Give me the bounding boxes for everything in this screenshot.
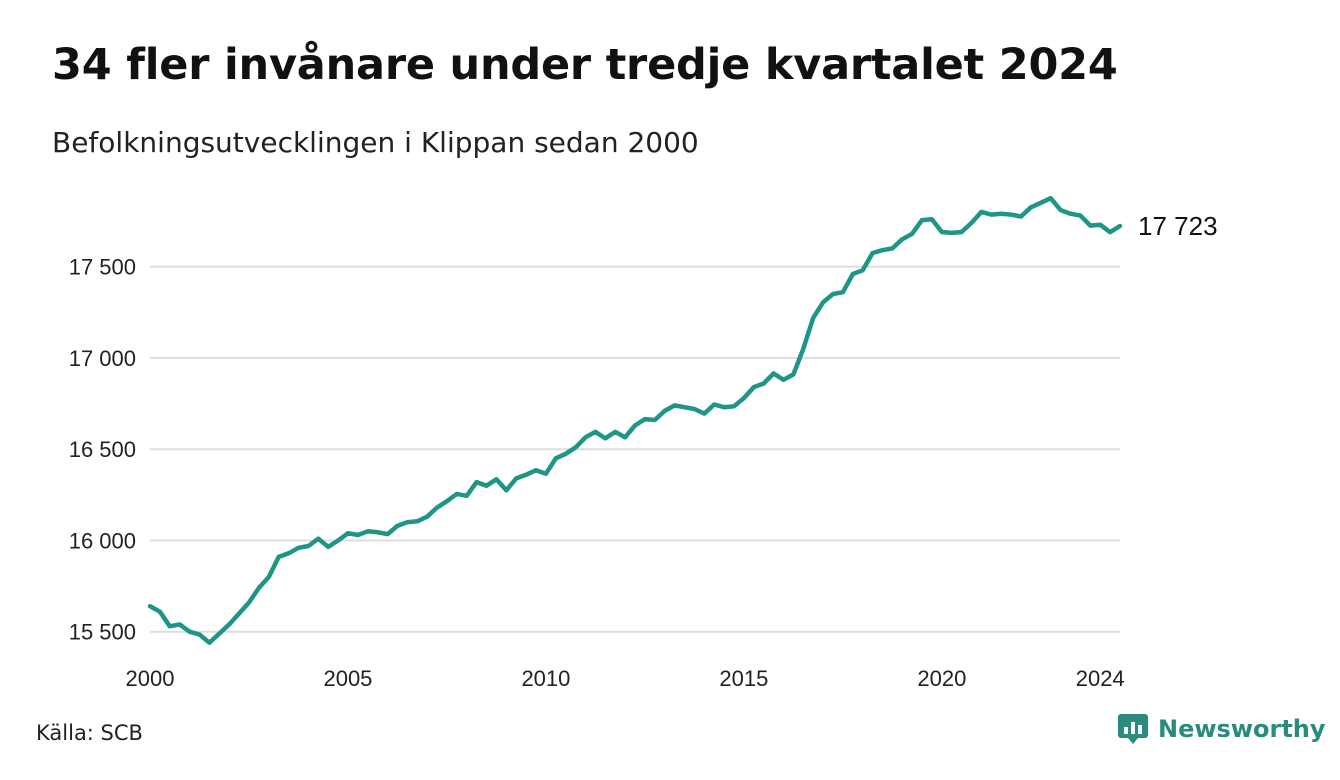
x-tick-label: 2010 [521, 666, 570, 691]
x-tick-label: 2000 [126, 666, 175, 691]
chart-subtitle: Befolkningsutvecklingen i Klippan sedan … [52, 126, 699, 159]
y-tick-label: 16 500 [69, 437, 136, 462]
source-note: Källa: SCB [36, 721, 143, 745]
series-line [147, 195, 1123, 645]
brand[interactable]: Newsworthy [1118, 714, 1326, 744]
end-value-label: 17 723 [1138, 211, 1218, 241]
chart-title: 34 fler invånare under tredje kvartalet … [52, 40, 1118, 90]
newsworthy-logo-icon [1118, 714, 1148, 744]
x-tick-label: 2015 [719, 666, 768, 691]
y-tick-label: 17 000 [69, 346, 136, 371]
x-tick-label: 2024 [1076, 666, 1125, 691]
y-tick-label: 16 000 [69, 528, 136, 553]
y-tick-label: 17 500 [69, 255, 136, 280]
y-tick-label: 15 500 [69, 620, 136, 645]
x-tick-label: 2020 [917, 666, 966, 691]
brand-name: Newsworthy [1158, 715, 1326, 743]
x-tick-label: 2005 [323, 666, 372, 691]
